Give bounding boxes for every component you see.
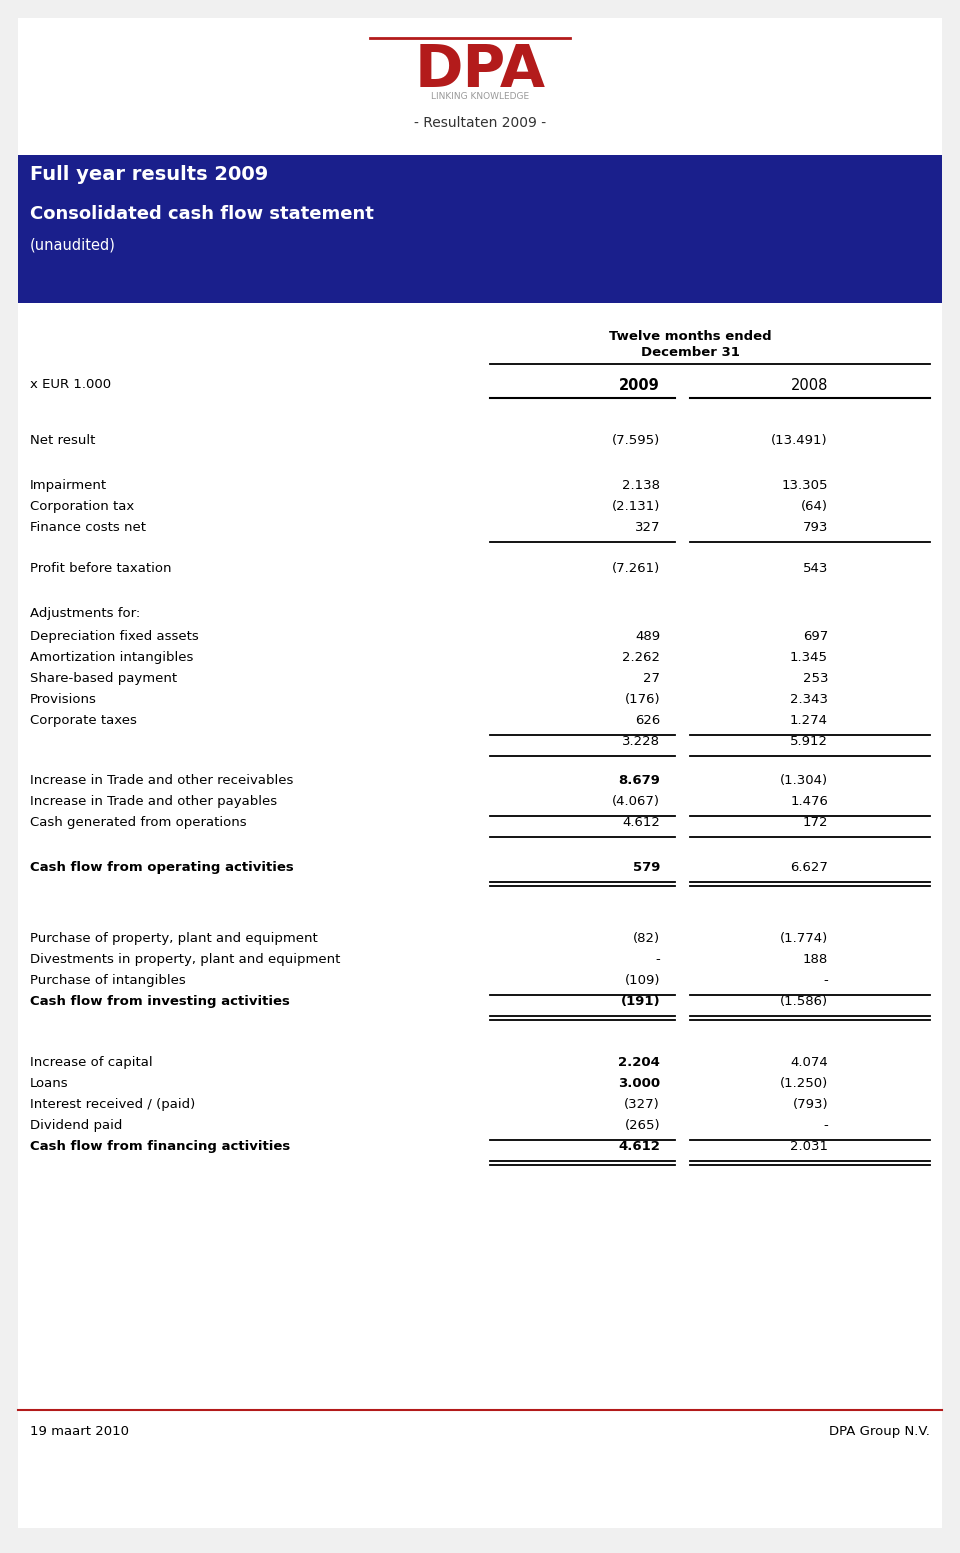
Text: x EUR 1.000: x EUR 1.000 [30, 377, 111, 391]
Text: LINKING KNOWLEDGE: LINKING KNOWLEDGE [431, 92, 529, 101]
Text: (unaudited): (unaudited) [30, 238, 116, 252]
Text: Increase in Trade and other receivables: Increase in Trade and other receivables [30, 773, 294, 787]
Text: Net result: Net result [30, 433, 95, 447]
Text: (191): (191) [620, 995, 660, 1008]
Text: Profit before taxation: Profit before taxation [30, 562, 172, 575]
Text: Full year results 2009: Full year results 2009 [30, 165, 268, 183]
Text: -: - [656, 954, 660, 966]
Text: (2.131): (2.131) [612, 500, 660, 512]
Text: DPA Group N.V.: DPA Group N.V. [829, 1426, 930, 1438]
Text: (7.261): (7.261) [612, 562, 660, 575]
Text: 697: 697 [803, 631, 828, 643]
Text: 4.612: 4.612 [618, 1140, 660, 1152]
Text: 19 maart 2010: 19 maart 2010 [30, 1426, 129, 1438]
Text: 2.204: 2.204 [618, 1056, 660, 1068]
Text: Purchase of property, plant and equipment: Purchase of property, plant and equipmen… [30, 932, 318, 944]
Text: 3.228: 3.228 [622, 735, 660, 749]
Text: 1.274: 1.274 [790, 714, 828, 727]
Text: (109): (109) [625, 974, 660, 988]
Text: DPA: DPA [415, 42, 545, 99]
Text: 172: 172 [803, 815, 828, 829]
Text: -: - [824, 1120, 828, 1132]
Text: 2008: 2008 [791, 377, 828, 393]
Text: Provisions: Provisions [30, 693, 97, 707]
Text: 626: 626 [635, 714, 660, 727]
Text: Divestments in property, plant and equipment: Divestments in property, plant and equip… [30, 954, 341, 966]
Text: 253: 253 [803, 672, 828, 685]
Text: 1.476: 1.476 [790, 795, 828, 808]
Text: 2009: 2009 [619, 377, 660, 393]
Text: 489: 489 [635, 631, 660, 643]
Text: (1.250): (1.250) [780, 1076, 828, 1090]
Text: December 31: December 31 [640, 346, 739, 359]
Text: Adjustments for:: Adjustments for: [30, 607, 140, 620]
Text: 4.612: 4.612 [622, 815, 660, 829]
Text: (1.586): (1.586) [780, 995, 828, 1008]
Text: Finance costs net: Finance costs net [30, 520, 146, 534]
Text: Dividend paid: Dividend paid [30, 1120, 122, 1132]
Text: (7.595): (7.595) [612, 433, 660, 447]
Text: Increase in Trade and other payables: Increase in Trade and other payables [30, 795, 277, 808]
Text: (176): (176) [624, 693, 660, 707]
Text: Cash flow from investing activities: Cash flow from investing activities [30, 995, 290, 1008]
Text: 579: 579 [633, 860, 660, 874]
Text: Impairment: Impairment [30, 478, 108, 492]
Text: Share-based payment: Share-based payment [30, 672, 178, 685]
Text: - Resultaten 2009 -: - Resultaten 2009 - [414, 116, 546, 130]
Text: 2.138: 2.138 [622, 478, 660, 492]
Text: -: - [824, 974, 828, 988]
Bar [18, 155, 942, 303]
Text: (82): (82) [633, 932, 660, 944]
Text: Twelve months ended: Twelve months ended [609, 329, 771, 343]
Text: Amortization intangibles: Amortization intangibles [30, 651, 193, 665]
Text: (265): (265) [624, 1120, 660, 1132]
Text: Purchase of intangibles: Purchase of intangibles [30, 974, 185, 988]
Text: 188: 188 [803, 954, 828, 966]
Text: 27: 27 [643, 672, 660, 685]
Text: (793): (793) [792, 1098, 828, 1110]
Text: 1.345: 1.345 [790, 651, 828, 665]
Text: Depreciation fixed assets: Depreciation fixed assets [30, 631, 199, 643]
Text: 13.305: 13.305 [781, 478, 828, 492]
Text: 4.074: 4.074 [790, 1056, 828, 1068]
Text: 8.679: 8.679 [618, 773, 660, 787]
Text: (1.304): (1.304) [780, 773, 828, 787]
Text: (64): (64) [801, 500, 828, 512]
Text: Consolidated cash flow statement: Consolidated cash flow statement [30, 205, 373, 224]
Text: 543: 543 [803, 562, 828, 575]
Text: 2.343: 2.343 [790, 693, 828, 707]
Text: Loans: Loans [30, 1076, 68, 1090]
Text: (327): (327) [624, 1098, 660, 1110]
Text: Cash flow from operating activities: Cash flow from operating activities [30, 860, 294, 874]
Text: Corporation tax: Corporation tax [30, 500, 134, 512]
Text: (1.774): (1.774) [780, 932, 828, 944]
Text: 6.627: 6.627 [790, 860, 828, 874]
Text: 2.031: 2.031 [790, 1140, 828, 1152]
Text: 5.912: 5.912 [790, 735, 828, 749]
Text: 3.000: 3.000 [618, 1076, 660, 1090]
Text: Interest received / (paid): Interest received / (paid) [30, 1098, 195, 1110]
Text: Cash flow from financing activities: Cash flow from financing activities [30, 1140, 290, 1152]
Text: 327: 327 [635, 520, 660, 534]
Text: Cash generated from operations: Cash generated from operations [30, 815, 247, 829]
Text: Corporate taxes: Corporate taxes [30, 714, 137, 727]
Text: (13.491): (13.491) [772, 433, 828, 447]
Text: Increase of capital: Increase of capital [30, 1056, 153, 1068]
Text: 793: 793 [803, 520, 828, 534]
Text: (4.067): (4.067) [612, 795, 660, 808]
Text: 2.262: 2.262 [622, 651, 660, 665]
